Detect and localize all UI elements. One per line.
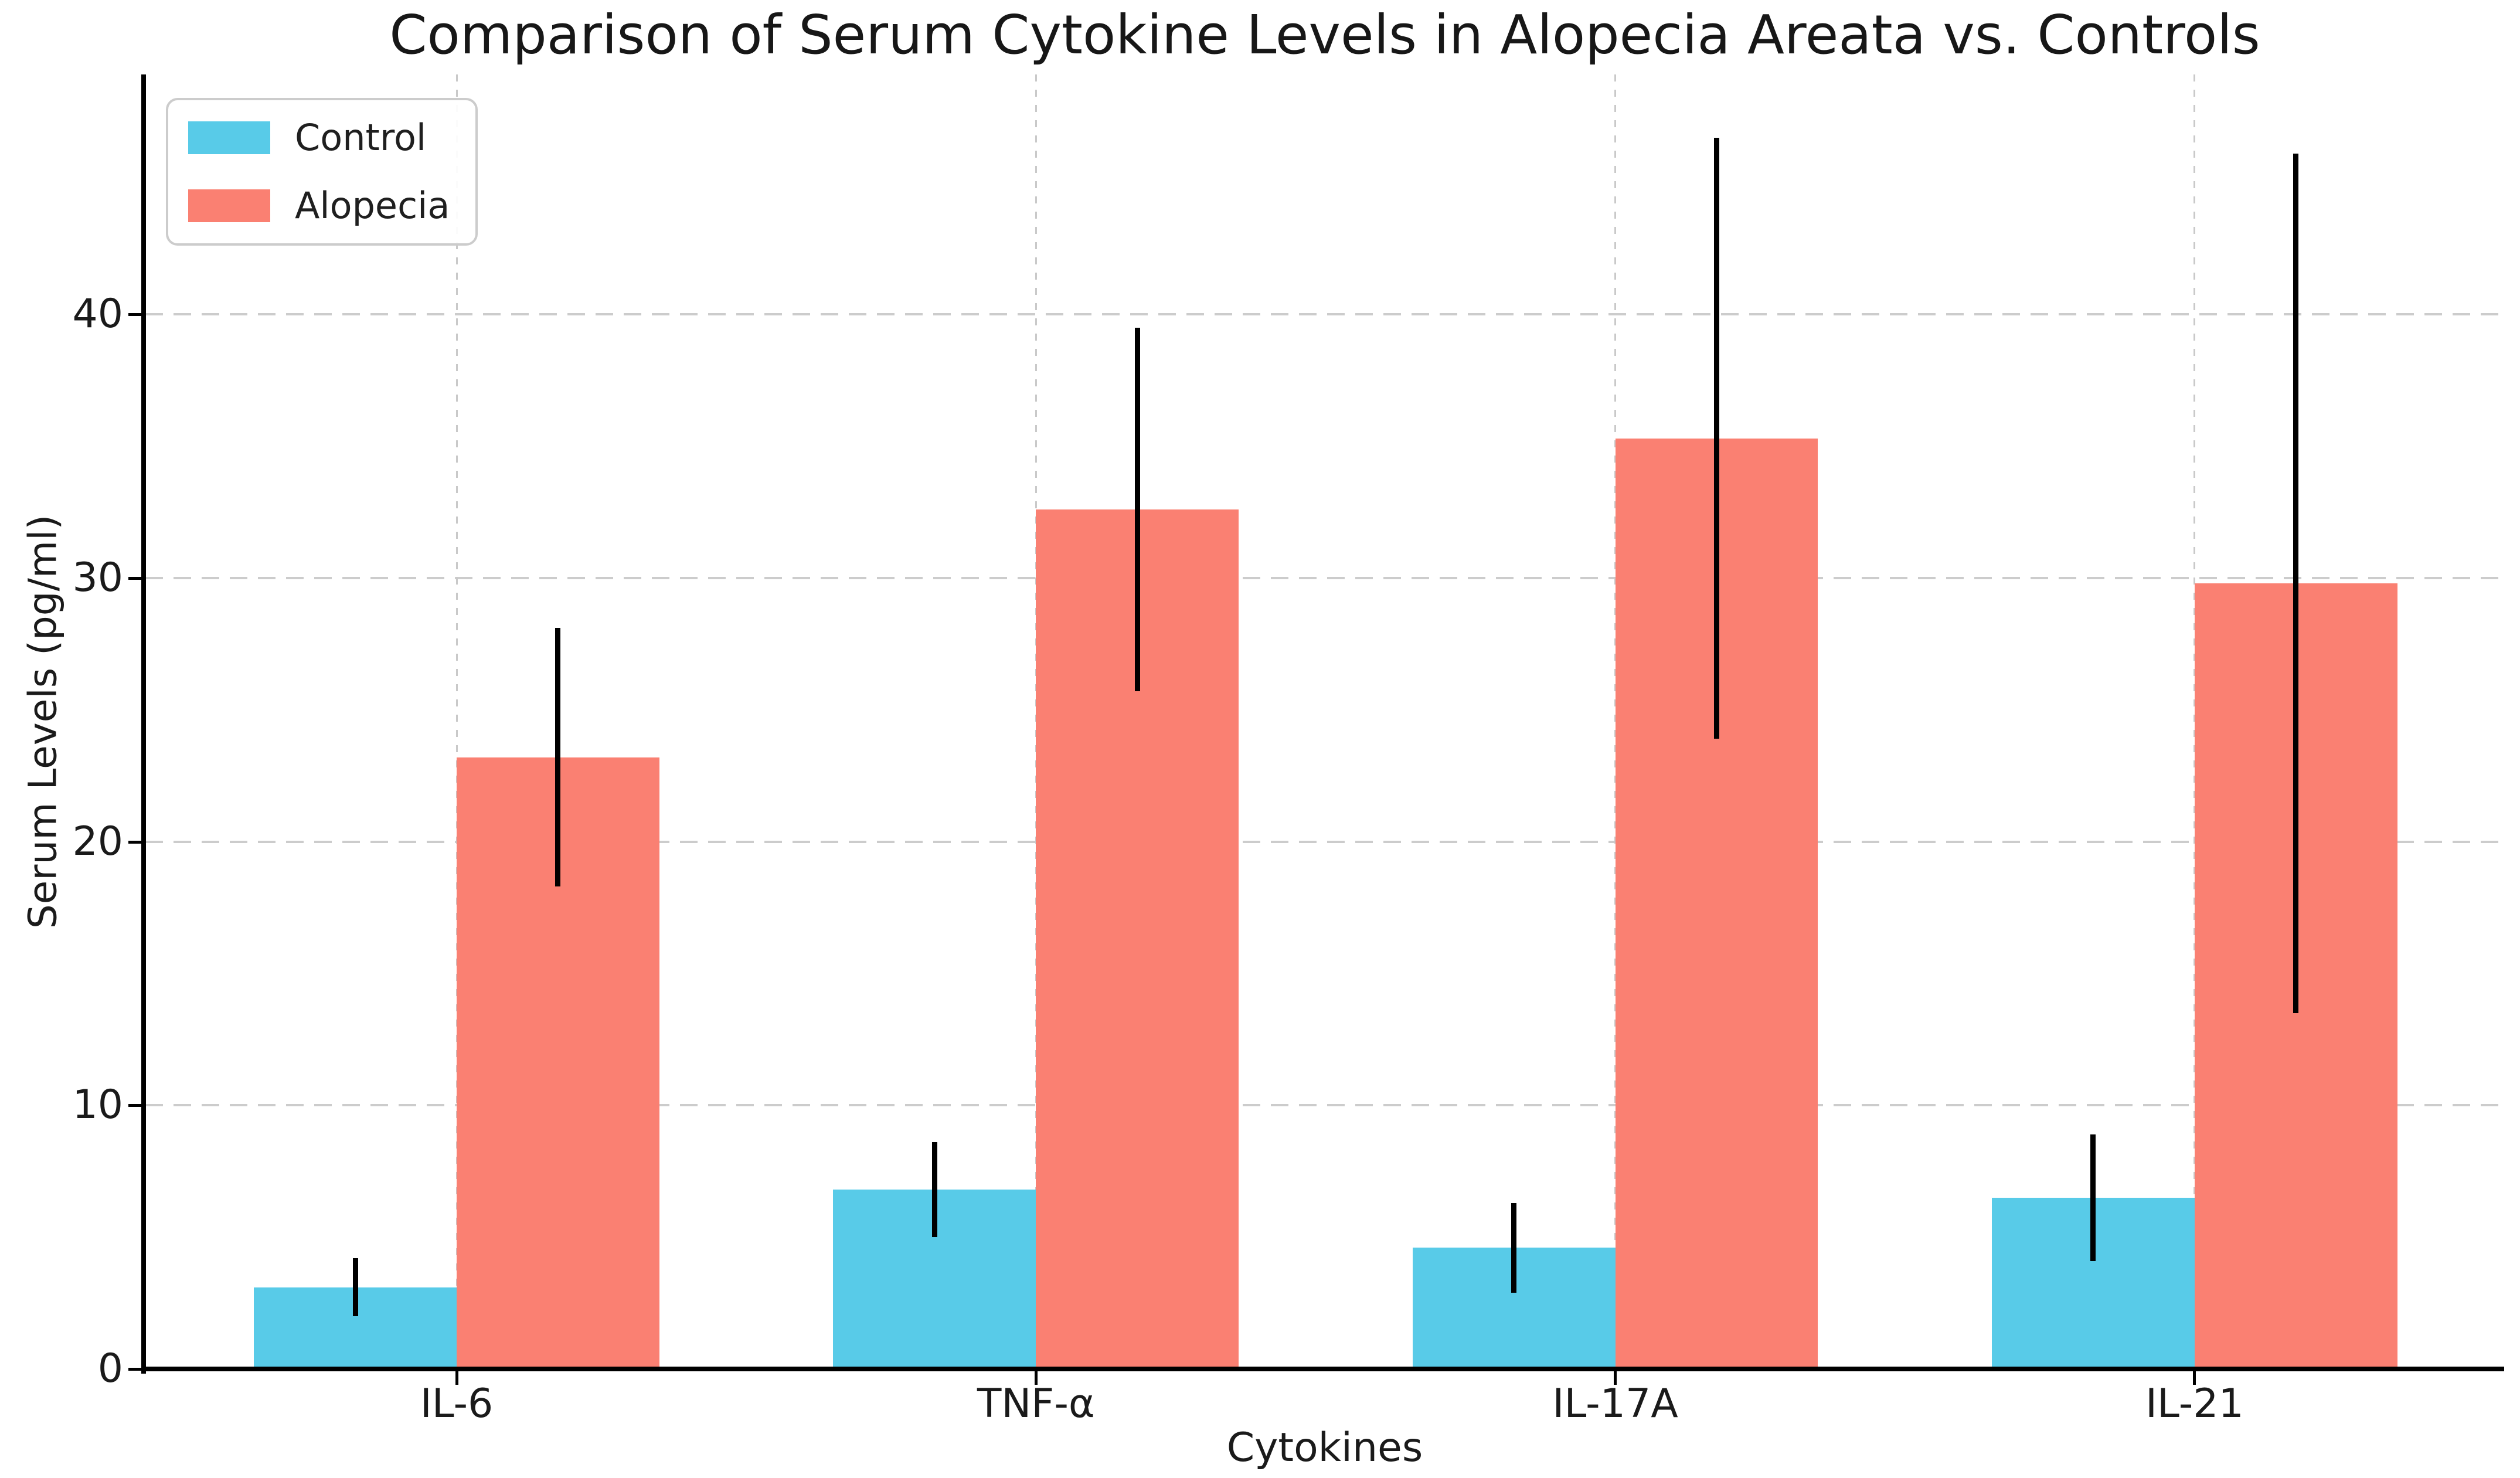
x-tick-label-tnf: TNF-α (977, 1381, 1095, 1427)
gridline-y-10 (145, 1104, 2504, 1107)
y-tick-mark-20 (128, 840, 142, 844)
error-bar-control-il-21 (2090, 1134, 2096, 1261)
error-bar-control-il-17a (1511, 1202, 1517, 1293)
y-tick-label-20: 20 (72, 818, 123, 865)
y-tick-label-10: 10 (72, 1082, 123, 1129)
gridline-y-40 (145, 313, 2504, 316)
x-tick-mark-il-6 (455, 1371, 458, 1385)
gridline-y-30 (145, 576, 2504, 579)
y-tick-label-0: 0 (97, 1346, 123, 1392)
y-tick-mark-0 (128, 1368, 142, 1371)
x-tick-label-il-17a: IL-17A (1552, 1381, 1678, 1427)
y-axis-line (141, 74, 146, 1374)
y-axis-label: Serum Levels (pg/ml) (20, 514, 66, 929)
x-axis-line (141, 1367, 2504, 1371)
y-tick-mark-10 (128, 1104, 142, 1107)
gridline-x-il-6 (455, 74, 458, 1369)
legend-item-control: Control (188, 116, 450, 159)
x-tick-label-il-21: IL-21 (2145, 1381, 2244, 1427)
legend: Control Alopecia (166, 98, 478, 246)
x-tick-mark-il-17a (1614, 1371, 1617, 1385)
chart-title: Comparison of Serum Cytokine Levels in A… (389, 4, 2260, 66)
y-tick-mark-40 (128, 313, 142, 317)
control-color-swatch (188, 121, 270, 155)
y-tick-label-40: 40 (72, 291, 123, 338)
x-tick-label-il-6: IL-6 (420, 1381, 494, 1427)
error-bar-control-tnf (931, 1142, 937, 1238)
x-tick-mark-il-21 (2193, 1371, 2196, 1385)
x-axis-label: Cytokines (1226, 1425, 1423, 1471)
legend-label-alopecia: Alopecia (295, 184, 450, 227)
y-tick-label-30: 30 (72, 554, 123, 601)
gridline-y-20 (145, 840, 2504, 843)
y-tick-mark-30 (128, 576, 142, 580)
error-bar-alopecia-il-17a (1714, 137, 1720, 739)
legend-label-control: Control (295, 116, 427, 159)
error-bar-control-il-6 (352, 1258, 358, 1317)
plot-area (145, 74, 2504, 1369)
legend-item-alopecia: Alopecia (188, 184, 450, 227)
error-bar-alopecia-il-21 (2293, 153, 2299, 1013)
x-tick-mark-tnf (1034, 1371, 1038, 1385)
error-bar-alopecia-tnf (1134, 327, 1140, 692)
error-bar-alopecia-il-6 (555, 628, 561, 887)
alopecia-color-swatch (188, 189, 270, 222)
